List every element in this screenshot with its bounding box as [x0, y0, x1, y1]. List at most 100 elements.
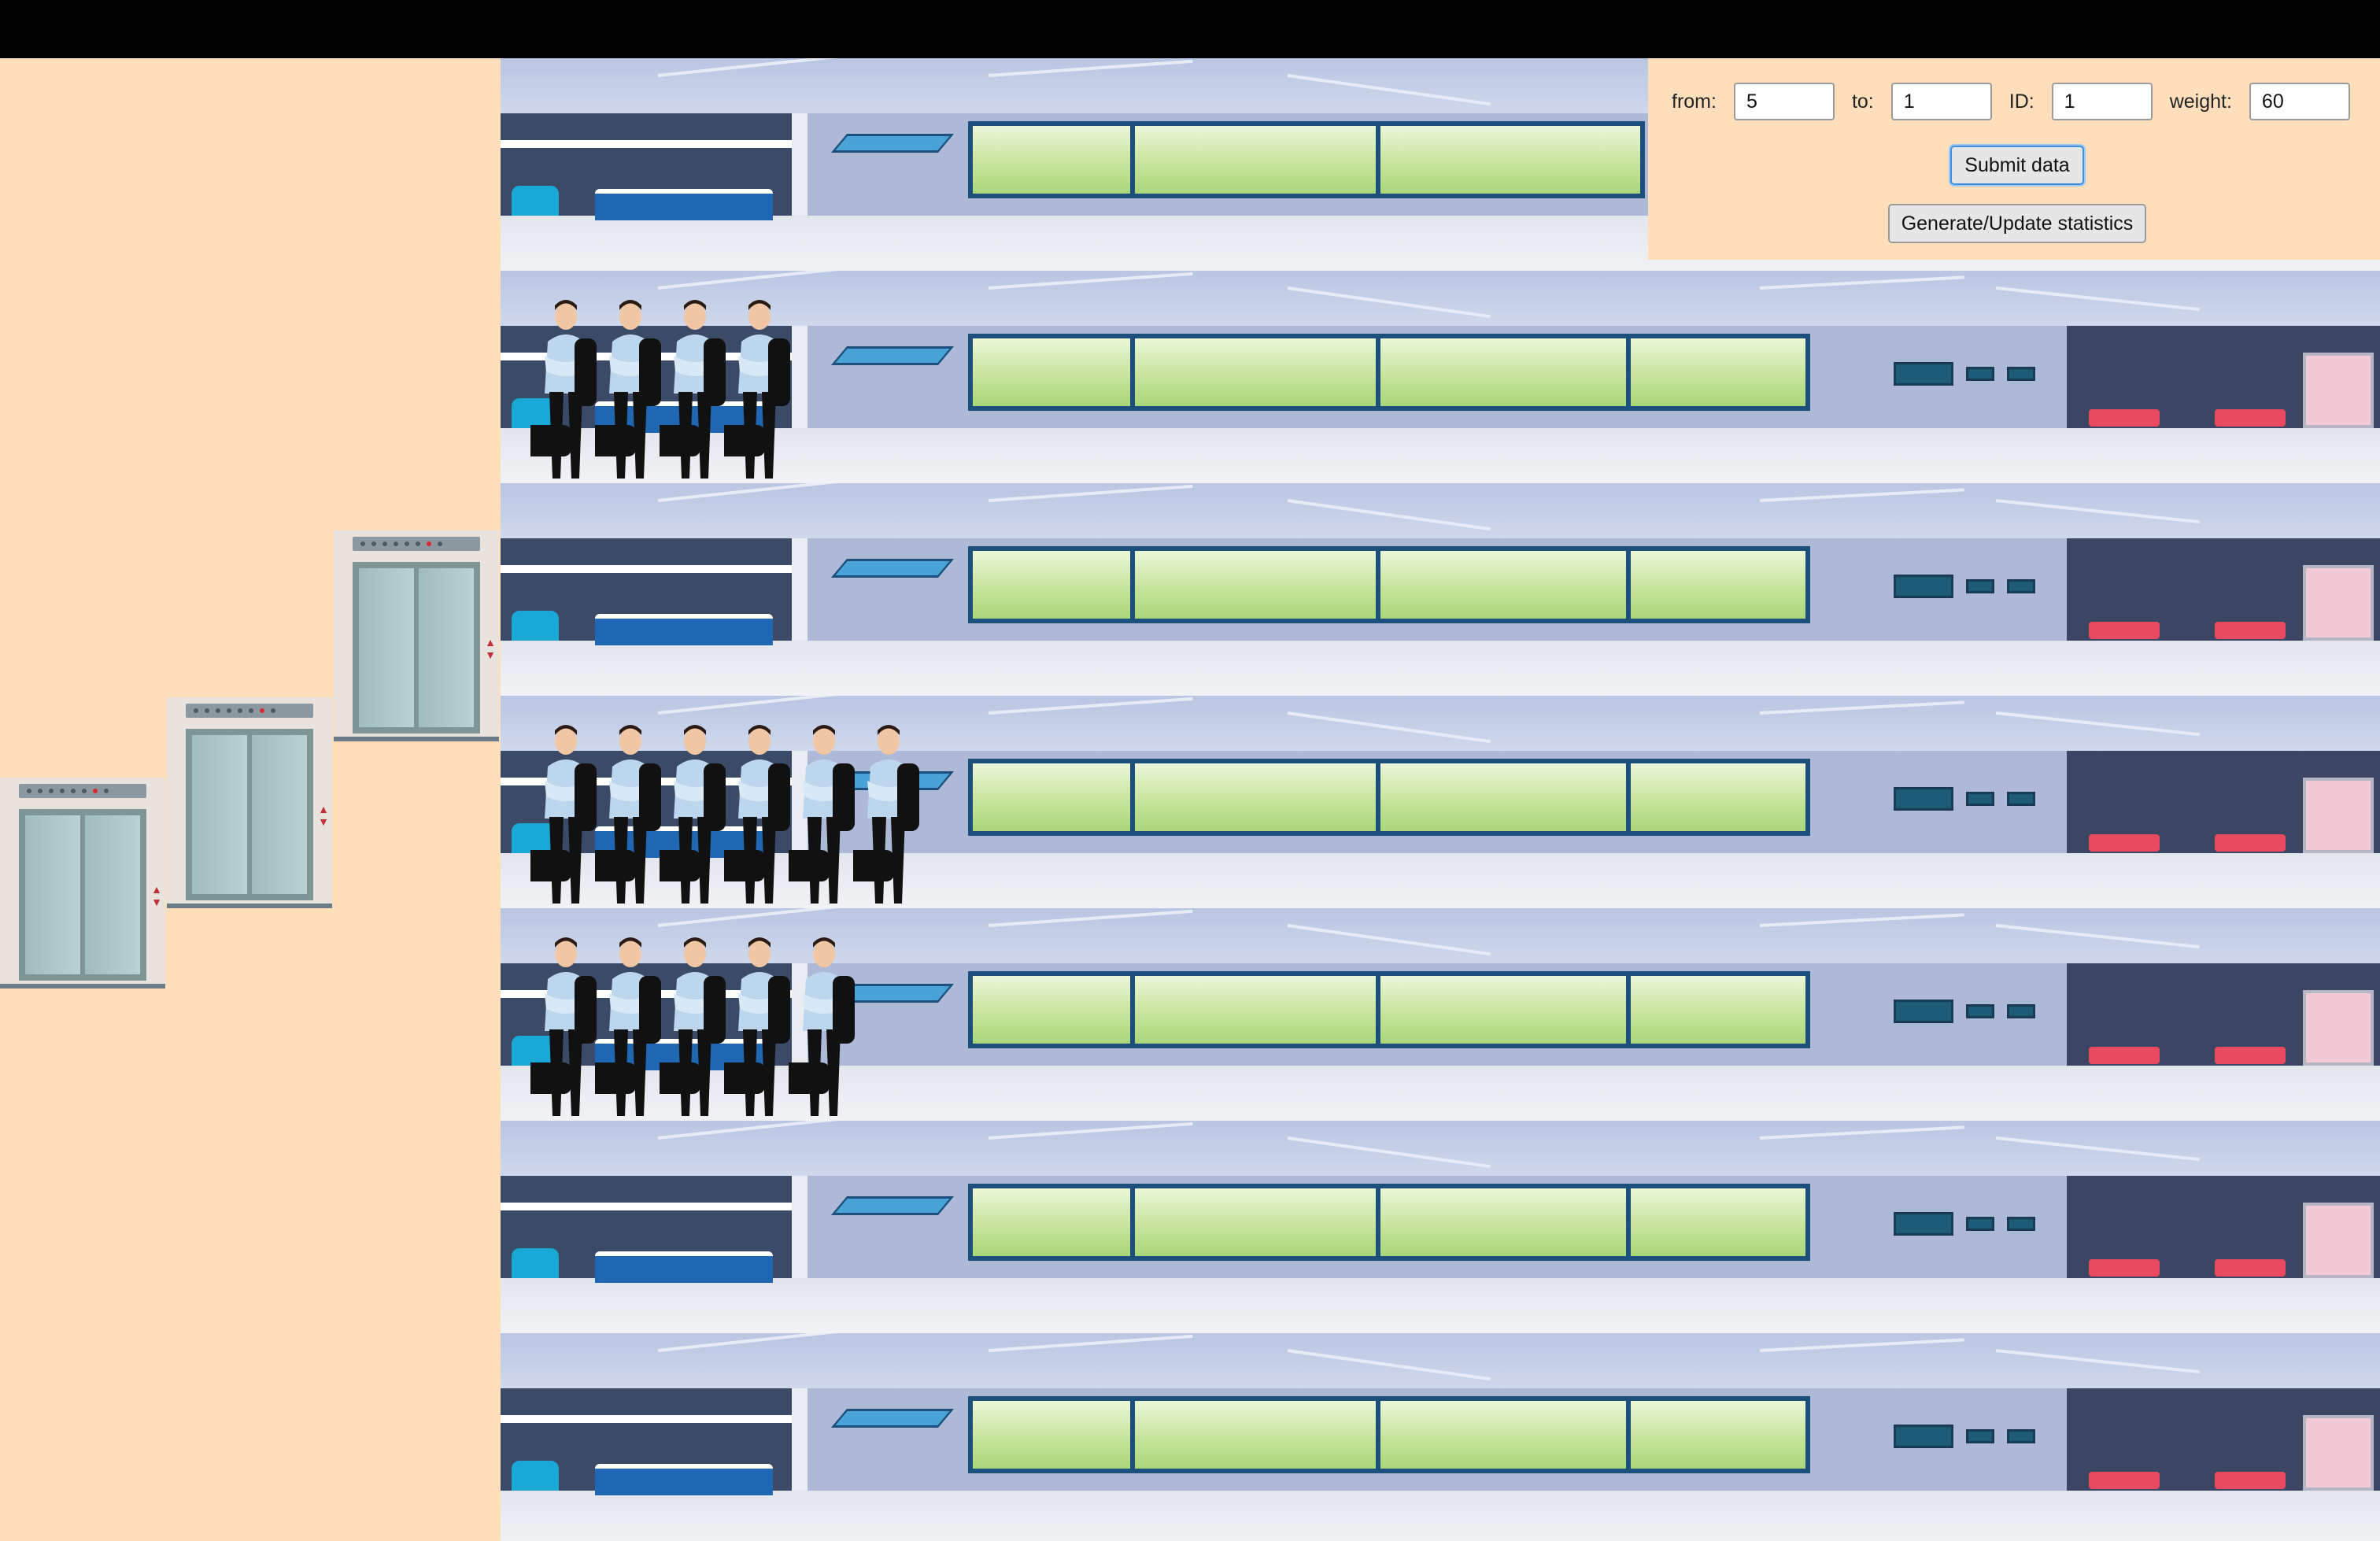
window-mullion — [1626, 976, 1631, 1044]
elevator-car-3: ▲ ▼ — [334, 530, 499, 741]
to-input[interactable] — [1890, 83, 1992, 120]
ceiling-beam — [1995, 711, 2200, 737]
passenger — [789, 930, 859, 1119]
ceiling-beam — [1759, 1338, 1964, 1352]
weight-input[interactable] — [2249, 83, 2350, 120]
ceiling-beam — [988, 59, 1193, 77]
lounge-door — [2303, 990, 2374, 1066]
wall-screen-icon — [2007, 1004, 2035, 1018]
ceiling-beam — [1287, 711, 1491, 744]
ceiling-beam — [988, 272, 1193, 290]
indicator-light — [360, 541, 365, 546]
ceiling-beam — [1759, 275, 1964, 290]
wall-screen-icon — [2007, 579, 2035, 593]
ceiling-beam — [988, 1334, 1193, 1352]
elevator-doors — [186, 729, 313, 900]
plant-icon — [512, 1248, 559, 1278]
passenger — [660, 930, 730, 1119]
ceiling-beam — [1995, 499, 2200, 524]
indicator-light — [427, 541, 431, 546]
up-down-arrows-icon: ▲ ▼ — [318, 803, 329, 828]
plant-icon — [512, 611, 559, 641]
ceiling — [501, 483, 2380, 538]
to-label: to: — [1851, 90, 1874, 113]
window-mullion — [1376, 1401, 1380, 1469]
window-mullion — [1626, 338, 1631, 406]
indicator-light — [38, 789, 42, 793]
sofa-icon — [2089, 409, 2160, 427]
wall-screen-icon — [1966, 1217, 1994, 1231]
window-mullion — [1130, 763, 1135, 831]
ceiling-beam — [988, 1122, 1193, 1140]
ceiling-beam — [657, 58, 862, 77]
person-icon — [724, 725, 790, 904]
person-icon — [660, 937, 726, 1116]
floor-6 — [501, 271, 2380, 483]
ceiling-lamp-icon — [830, 134, 955, 153]
panorama-window — [968, 546, 1810, 623]
sofa-icon — [2089, 1259, 2160, 1277]
indicator-light — [238, 708, 242, 713]
ceiling — [501, 1333, 2380, 1388]
indicator-light — [382, 541, 387, 546]
lounge-door — [2303, 353, 2374, 428]
passenger — [853, 718, 924, 907]
elevator-door-right — [85, 815, 140, 974]
ceiling-beam — [1759, 488, 1964, 502]
ceiling-lamp-icon — [830, 559, 955, 578]
ceiling-beam — [1287, 499, 1491, 531]
elevator-door-right — [252, 735, 307, 894]
control-panel: from: to: ID: weight: Submit data Genera… — [1648, 58, 2380, 260]
ceiling-beam — [657, 1121, 862, 1140]
wall-screen-icon — [1966, 1429, 1994, 1443]
lounge-door — [2303, 778, 2374, 853]
indicator-light — [371, 541, 376, 546]
panorama-window — [968, 1184, 1810, 1261]
indicator-light — [194, 708, 198, 713]
wall-screen-icon — [1894, 1000, 1953, 1023]
passenger — [595, 293, 666, 482]
sofa-icon — [2215, 1472, 2286, 1489]
weight-label: weight: — [2169, 90, 2232, 113]
window-mullion — [1130, 1188, 1135, 1256]
window-mullion — [1626, 1401, 1631, 1469]
top-bar — [0, 0, 2380, 58]
plant-icon — [512, 186, 559, 216]
ceiling-beam — [657, 696, 862, 715]
indicator-light — [216, 708, 220, 713]
passenger — [724, 293, 795, 482]
floor-1 — [501, 1333, 2380, 1541]
reception-stripe — [501, 565, 792, 573]
window-mullion — [1130, 338, 1135, 406]
ceiling-beam — [1995, 286, 2200, 312]
person-icon — [724, 937, 790, 1116]
elevator-base — [0, 984, 165, 989]
ceiling-beam — [988, 909, 1193, 927]
window-mullion — [1376, 126, 1380, 194]
id-input[interactable] — [2051, 83, 2153, 120]
person-icon — [789, 937, 855, 1116]
floor-surface — [501, 641, 2380, 696]
generate-statistics-button[interactable]: Generate/Update statistics — [1888, 204, 2146, 243]
window-mullion — [1626, 551, 1631, 619]
wall-screen-icon — [1966, 792, 1994, 806]
elevator-door-left — [359, 568, 414, 727]
ceiling-beam — [1759, 913, 1964, 927]
indicator-light — [71, 789, 76, 793]
from-input[interactable] — [1733, 83, 1835, 120]
floor-2 — [501, 1121, 2380, 1333]
indicator-light — [60, 789, 65, 793]
elevator-car-1: ▲ ▼ — [0, 778, 165, 989]
passenger — [595, 718, 666, 907]
ceiling-beam — [657, 271, 862, 290]
window-mullion — [1376, 763, 1380, 831]
window-mullion — [1130, 126, 1135, 194]
wall-screen-icon — [1894, 787, 1953, 811]
sofa-icon — [2089, 622, 2160, 639]
submit-data-button[interactable]: Submit data — [1950, 146, 2084, 185]
person-icon — [530, 725, 597, 904]
indicator-light — [93, 789, 98, 793]
sofa-icon — [2215, 1047, 2286, 1064]
wall-screen-icon — [2007, 1217, 2035, 1231]
elevator-doors — [19, 809, 146, 981]
